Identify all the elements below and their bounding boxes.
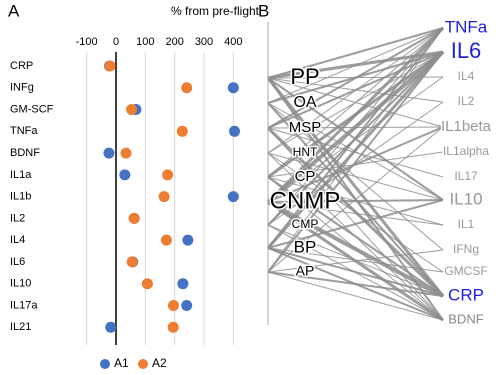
dot [177,278,189,290]
right-node-label: IL1alpha [443,144,489,158]
edge [267,126,444,273]
dot [126,104,138,116]
dot [160,234,172,246]
x-tick-label: 400 [224,36,242,48]
legend-marker [138,359,148,369]
dot [176,125,188,137]
dot [167,299,179,311]
dot [120,147,132,159]
left-node-label: BP [294,237,317,256]
axis-title: % from pre-flight [171,4,260,18]
category-label: TNFa [10,125,38,137]
left-node-label: MSP [289,119,322,136]
edge [267,27,444,79]
edge [267,249,444,273]
category-label: IL2 [10,212,25,224]
edge [266,26,445,204]
edge [267,27,444,178]
dot [128,212,140,224]
right-node-label: IFNg [453,242,479,256]
dot [162,169,174,181]
edge [267,126,444,203]
edge [267,27,444,249]
edge [267,271,444,321]
category-label: IL17a [10,299,38,311]
legend-label: A2 [152,356,167,370]
dot [182,234,194,246]
edge [267,27,444,154]
edge [267,247,444,297]
dot [105,321,117,333]
left-node-label: CMP [292,217,319,231]
left-node-label: PP [290,64,319,89]
right-node-label: IL6 [451,38,482,63]
dot [119,169,131,181]
right-node-label: IL2 [458,94,475,108]
category-label: BDNF [10,147,40,159]
legend-label: A1 [114,356,129,370]
panel-label: B [258,1,269,20]
edge [267,27,444,129]
dot [141,278,153,290]
category-label: IL21 [10,321,31,333]
right-node-label: CRP [448,285,484,304]
dot [181,82,193,94]
category-label: IL6 [10,256,25,268]
dot [104,60,116,72]
right-node-label: IL1beta [441,118,492,135]
edge [267,27,444,273]
dot [227,82,239,94]
edge [267,152,444,201]
edge [267,247,444,273]
dot [229,125,241,137]
x-tick-label: 300 [195,36,213,48]
edge [267,271,444,297]
right-node-label: BDNF [448,311,483,326]
x-tick-label: 200 [165,36,183,48]
dot [103,147,115,159]
left-node-label: AP [296,263,315,279]
right-node-label: GMCSF [444,264,487,278]
dot [126,256,138,268]
category-label: CRP [10,60,33,72]
right-node-label: TNFa [445,17,488,36]
edge [267,51,444,273]
left-node-label: CNMP [270,187,341,214]
panel-label: A [8,1,20,20]
edge [267,27,444,104]
x-tick-label: -100 [76,36,98,48]
x-tick-label: 100 [136,36,154,48]
right-node-label: IL10 [449,189,482,208]
left-node-label: CP [295,168,316,185]
edge [267,199,444,249]
edge [267,201,444,226]
category-label: IL1b [10,191,31,203]
network-edges [266,22,445,325]
category-label: INFg [10,82,34,94]
legend-marker [100,359,110,369]
left-node-label: OA [293,94,316,111]
edge [267,199,444,203]
category-label: IL10 [10,278,31,290]
dot [181,299,193,311]
category-label: GM-SCF [10,103,54,115]
right-node-label: IL4 [458,69,475,83]
right-node-label: IL17 [454,169,478,183]
dot [167,321,179,333]
x-tick-label: 0 [113,36,119,48]
dot [227,191,239,203]
edge [267,27,444,226]
edge [267,200,444,298]
right-node-label: IL1 [458,217,475,231]
dot [158,191,170,203]
category-label: IL1a [10,169,32,181]
left-node-label: HNT [293,145,318,159]
category-label: IL4 [10,234,25,246]
